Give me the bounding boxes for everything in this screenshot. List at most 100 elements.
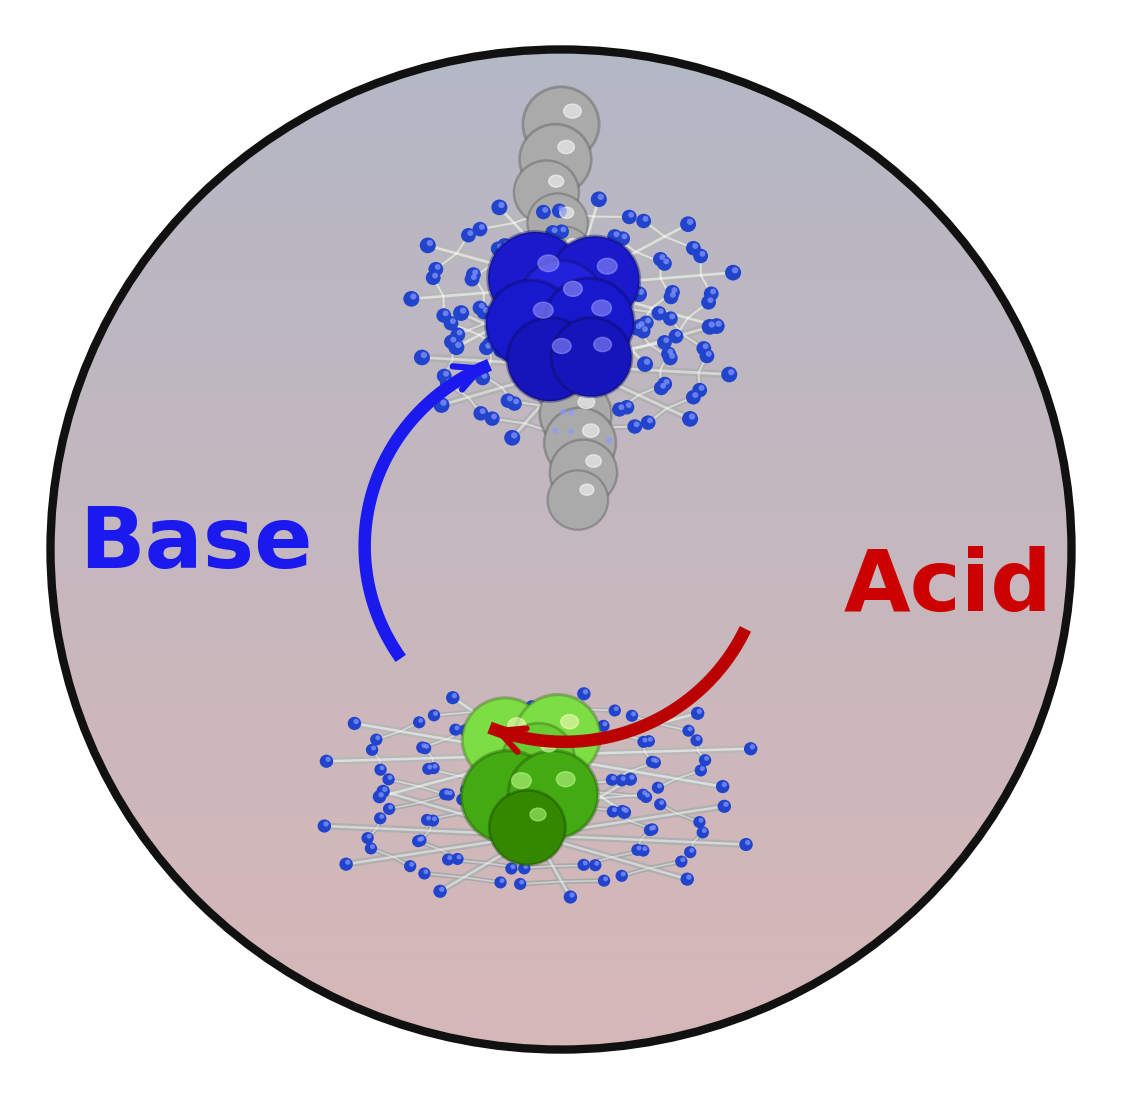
Circle shape — [721, 367, 737, 382]
Circle shape — [432, 273, 438, 278]
Circle shape — [669, 329, 683, 344]
Circle shape — [545, 798, 550, 802]
Circle shape — [496, 302, 511, 317]
Circle shape — [591, 191, 607, 207]
Circle shape — [660, 800, 664, 804]
Circle shape — [447, 691, 460, 704]
Circle shape — [620, 872, 626, 876]
Circle shape — [558, 798, 563, 802]
Circle shape — [489, 338, 495, 345]
Circle shape — [453, 306, 469, 321]
Circle shape — [619, 400, 634, 414]
Circle shape — [627, 420, 642, 434]
Circle shape — [514, 715, 526, 728]
Circle shape — [553, 796, 565, 808]
Circle shape — [378, 792, 384, 798]
Circle shape — [515, 695, 600, 778]
Circle shape — [569, 410, 574, 415]
Circle shape — [585, 332, 599, 346]
Circle shape — [544, 367, 551, 373]
Circle shape — [448, 855, 452, 861]
Circle shape — [652, 306, 666, 321]
Circle shape — [636, 323, 642, 329]
Circle shape — [519, 124, 591, 195]
Circle shape — [440, 376, 454, 391]
Circle shape — [524, 315, 539, 330]
Circle shape — [434, 264, 441, 270]
Circle shape — [578, 858, 590, 870]
Circle shape — [657, 377, 672, 391]
Circle shape — [550, 440, 617, 506]
Ellipse shape — [580, 484, 594, 496]
Circle shape — [432, 817, 436, 821]
Circle shape — [616, 869, 628, 881]
Circle shape — [718, 800, 732, 813]
Circle shape — [595, 861, 599, 866]
Circle shape — [543, 785, 548, 789]
Circle shape — [519, 879, 524, 885]
Circle shape — [361, 832, 374, 844]
Ellipse shape — [578, 396, 595, 409]
Circle shape — [686, 390, 701, 404]
Circle shape — [486, 280, 576, 368]
Circle shape — [465, 726, 469, 731]
Circle shape — [663, 379, 670, 385]
Circle shape — [706, 351, 711, 357]
Circle shape — [670, 292, 675, 298]
Circle shape — [421, 352, 427, 358]
Ellipse shape — [597, 258, 617, 274]
Circle shape — [424, 744, 429, 748]
Circle shape — [426, 815, 431, 821]
Circle shape — [690, 734, 702, 746]
Circle shape — [581, 293, 587, 299]
Ellipse shape — [582, 424, 599, 437]
Circle shape — [472, 301, 487, 315]
Circle shape — [710, 289, 716, 295]
Circle shape — [582, 335, 588, 341]
Circle shape — [473, 407, 488, 421]
Circle shape — [661, 346, 675, 362]
Ellipse shape — [558, 141, 574, 154]
Circle shape — [436, 308, 451, 323]
Ellipse shape — [508, 718, 526, 732]
Circle shape — [427, 709, 440, 721]
Circle shape — [684, 846, 697, 858]
Circle shape — [513, 399, 519, 404]
Circle shape — [346, 859, 350, 865]
Circle shape — [687, 875, 691, 880]
Circle shape — [459, 724, 471, 736]
Circle shape — [449, 340, 465, 355]
Circle shape — [569, 784, 574, 789]
Circle shape — [480, 369, 486, 375]
Circle shape — [647, 737, 653, 742]
Circle shape — [325, 756, 331, 762]
Circle shape — [550, 236, 640, 324]
Circle shape — [665, 285, 680, 300]
Circle shape — [436, 368, 452, 384]
Circle shape — [433, 764, 438, 769]
Circle shape — [493, 811, 498, 817]
Circle shape — [537, 365, 553, 380]
Ellipse shape — [541, 740, 557, 752]
Circle shape — [716, 321, 721, 326]
Circle shape — [689, 413, 696, 420]
Circle shape — [544, 780, 557, 792]
Circle shape — [660, 254, 665, 260]
Circle shape — [485, 411, 499, 426]
Circle shape — [697, 709, 702, 714]
Circle shape — [376, 735, 380, 741]
Circle shape — [502, 304, 508, 310]
Circle shape — [443, 310, 449, 317]
Circle shape — [465, 271, 479, 287]
Circle shape — [628, 212, 634, 218]
Circle shape — [542, 207, 549, 213]
Circle shape — [457, 793, 469, 806]
Circle shape — [644, 824, 656, 836]
Circle shape — [456, 342, 461, 348]
Circle shape — [514, 349, 519, 355]
Circle shape — [371, 745, 376, 751]
Circle shape — [590, 292, 605, 307]
Circle shape — [537, 226, 591, 279]
Circle shape — [646, 823, 659, 835]
Circle shape — [523, 864, 528, 869]
